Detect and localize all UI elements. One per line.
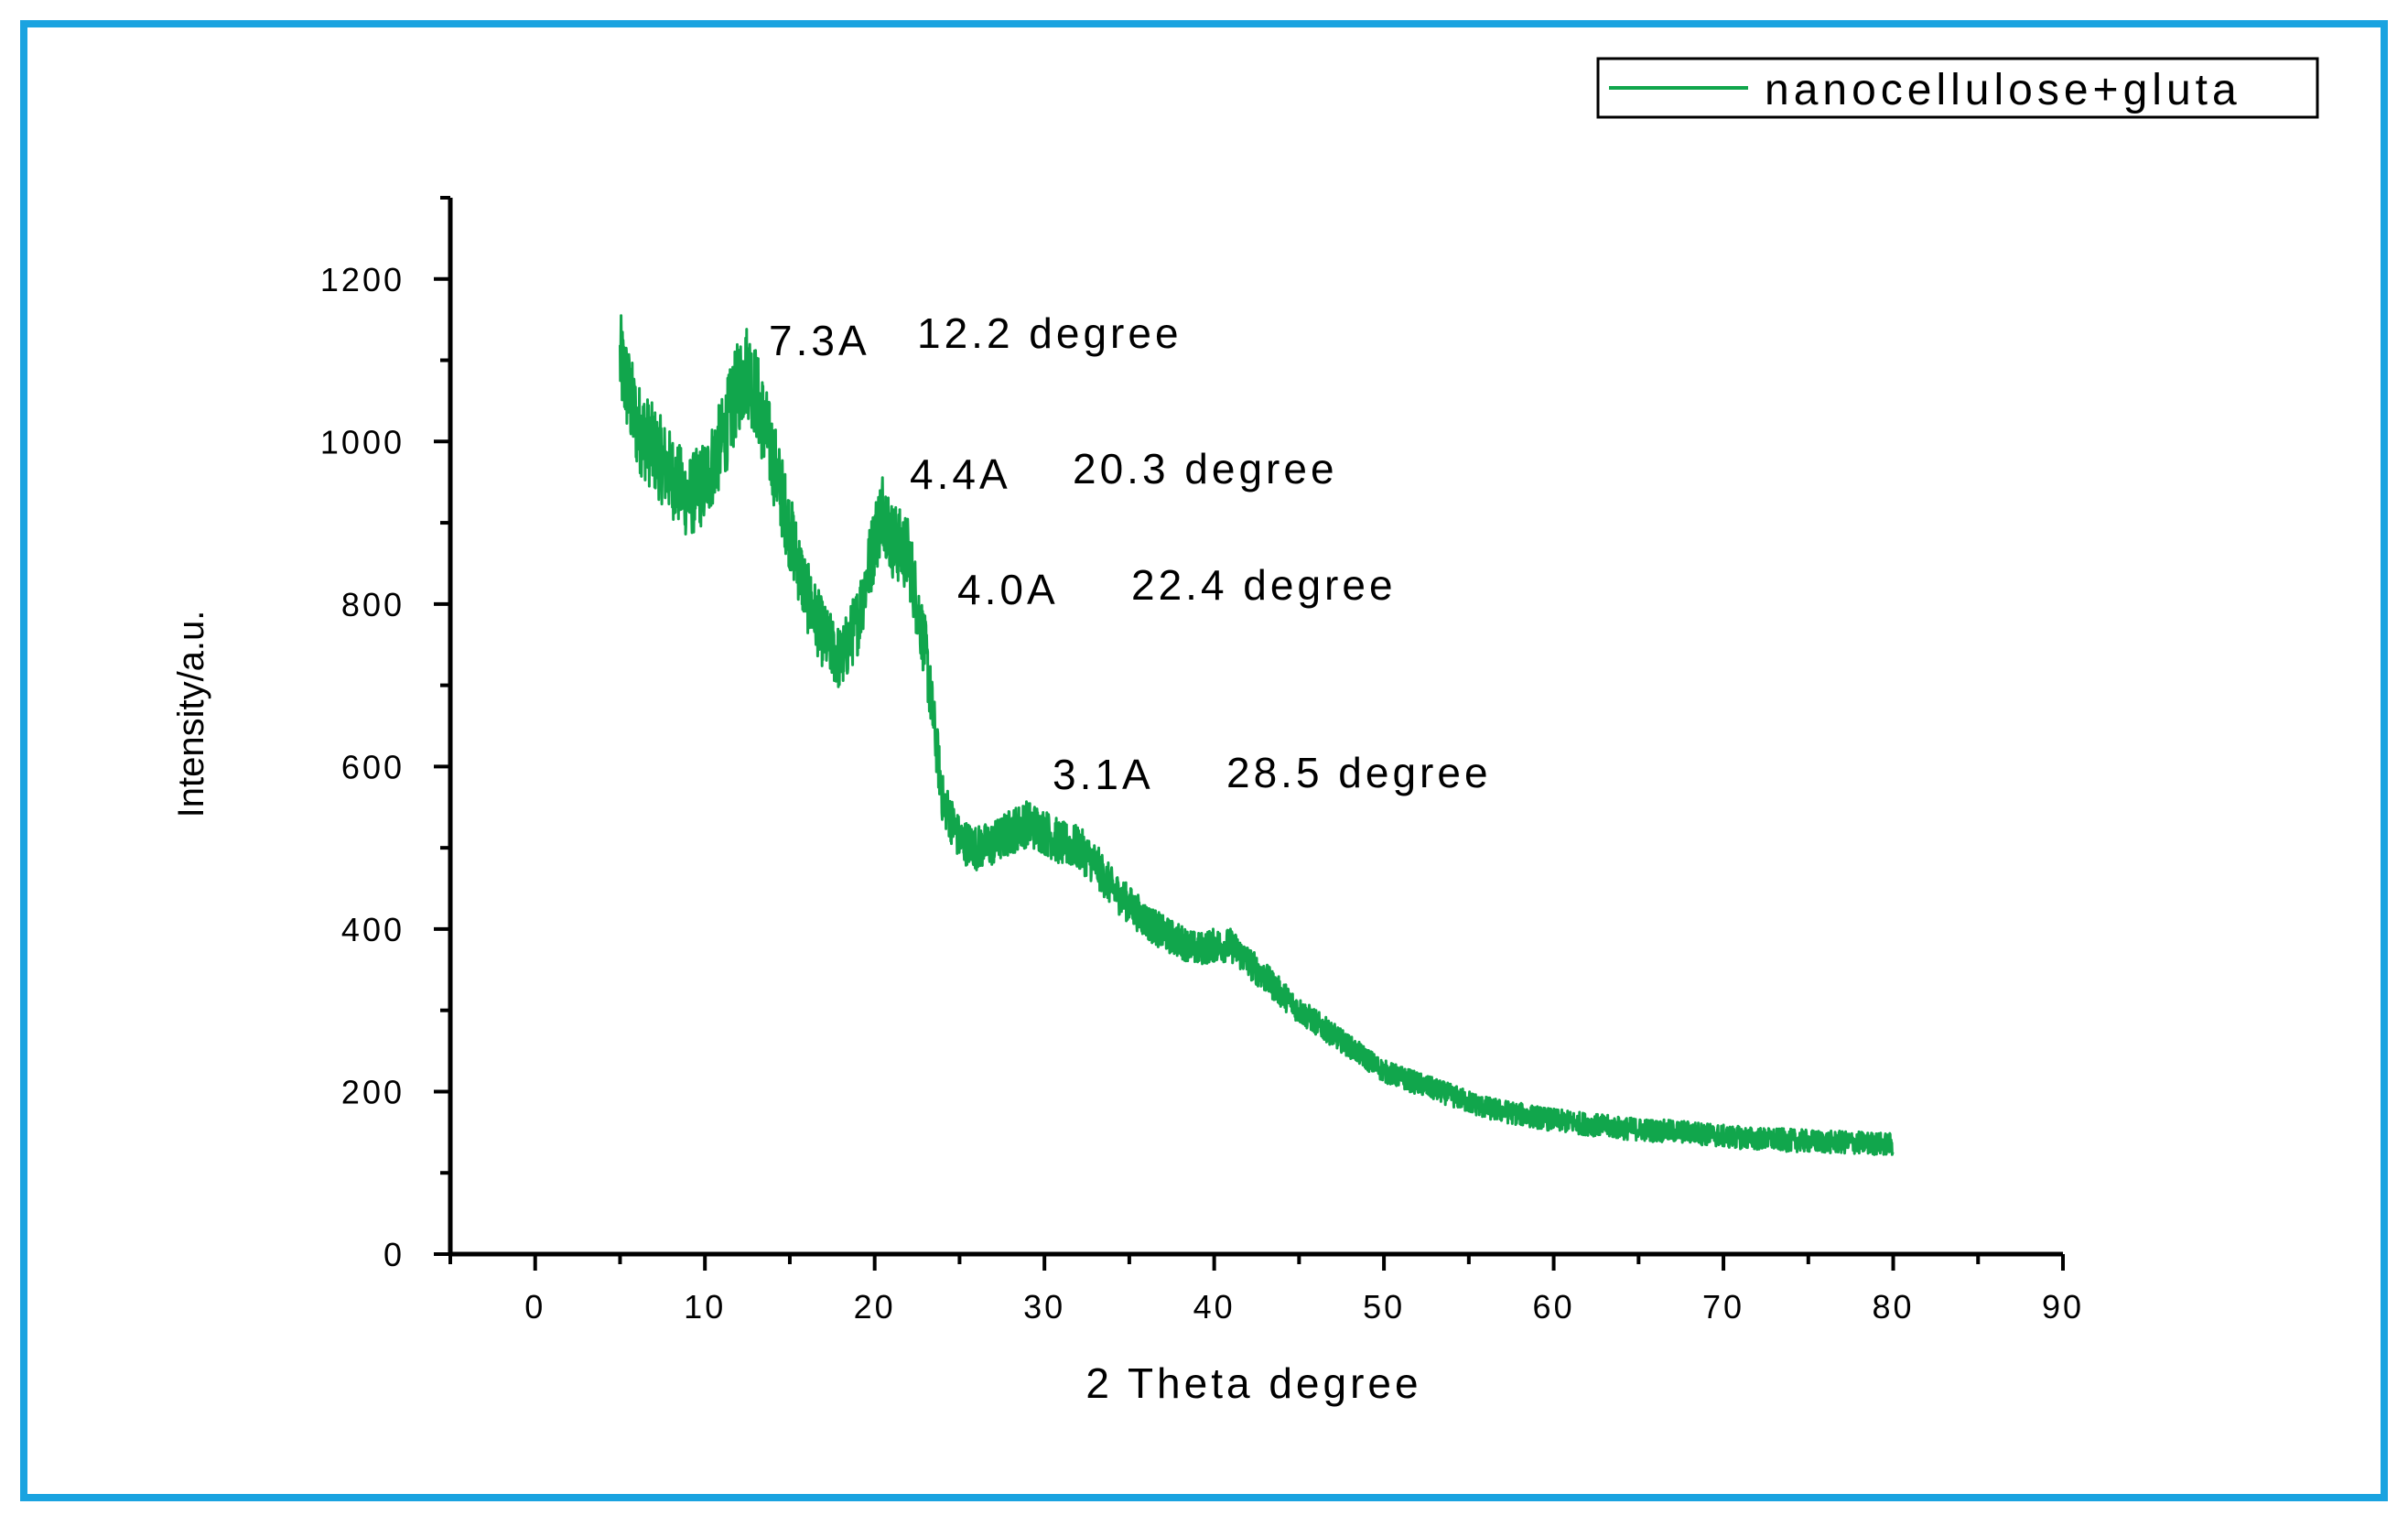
annotation-d-3: 4.0A	[957, 566, 1059, 613]
annotation-d-2: 4.4A	[910, 450, 1011, 498]
x-tick-label: 10	[684, 1288, 726, 1326]
x-tick-label: 40	[1193, 1288, 1236, 1326]
x-tick-label: 80	[1873, 1288, 1915, 1326]
x-tick-label: 0	[524, 1288, 545, 1326]
x-axis-title: 2 Theta degree	[1085, 1359, 1421, 1407]
annotation-angle-4: 28.5 degree	[1226, 749, 1492, 796]
y-tick-label: 600	[341, 748, 405, 785]
x-tick-label: 90	[2042, 1288, 2084, 1326]
y-tick-label: 400	[341, 911, 405, 948]
y-tick-label: 800	[341, 586, 405, 623]
x-tick-label: 70	[1702, 1288, 1744, 1326]
annotation-angle-3: 22.4 degree	[1131, 561, 1397, 609]
series-line	[619, 314, 1895, 1156]
y-tick-label: 0	[383, 1236, 405, 1273]
y-axis-title: Intensity/a.u.	[171, 611, 211, 818]
annotation-angle-2: 20.3 degree	[1073, 445, 1338, 492]
x-tick-label: 60	[1533, 1288, 1575, 1326]
annotations: 7.3A 12.2 degree 4.4A 20.3 degree 4.0A 2…	[769, 309, 1492, 798]
x-tick-label: 20	[854, 1288, 896, 1326]
outer-border	[20, 20, 2388, 1501]
tick-labels: 0 10 20 30 40 50 60 70 80 90 0 200 400 600 800 1000 1200	[320, 261, 2084, 1326]
series-layer	[619, 314, 1895, 1156]
y-tick-label: 1000	[320, 423, 405, 460]
legend: nanocellulose+gluta	[1596, 57, 2319, 119]
ticks	[434, 196, 2065, 1271]
legend-label: nanocellulose+gluta	[1765, 66, 2241, 114]
x-tick-label: 50	[1363, 1288, 1405, 1326]
y-tick-label: 200	[341, 1073, 405, 1110]
annotation-d-1: 7.3A	[769, 317, 870, 364]
annotation-angle-1: 12.2 degree	[917, 309, 1182, 357]
annotation-d-4: 3.1A	[1053, 751, 1154, 798]
axes	[448, 198, 2063, 1257]
x-tick-label: 30	[1023, 1288, 1065, 1326]
y-tick-label: 1200	[320, 261, 405, 298]
